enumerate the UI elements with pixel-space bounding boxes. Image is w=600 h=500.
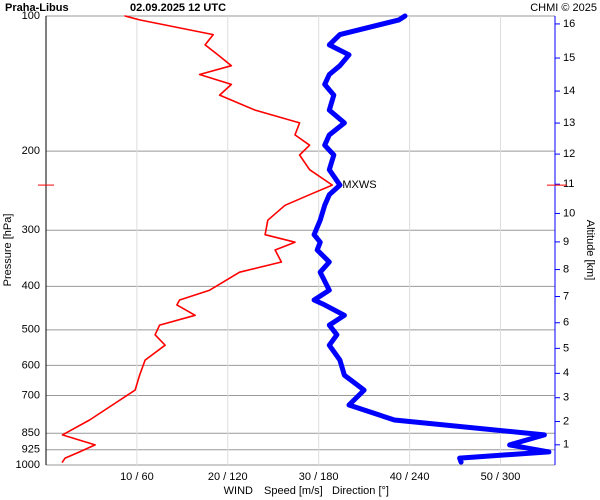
y2-tick-label: 5 bbox=[563, 342, 569, 354]
y2-tick-label: 1 bbox=[563, 439, 569, 451]
y2-tick-label: 4 bbox=[563, 367, 569, 379]
y-tick-label: 300 bbox=[22, 224, 40, 236]
series-line bbox=[61, 15, 334, 463]
chart-subtitle: 02.09.2025 12 UTC bbox=[130, 2, 226, 14]
y2-tick-label: 2 bbox=[563, 415, 569, 427]
y-tick-label: 100 bbox=[22, 10, 40, 22]
x-tick-label: 30 / 180 bbox=[299, 471, 339, 483]
y-tick-label: 850 bbox=[22, 427, 40, 439]
y2-tick-label: 13 bbox=[563, 117, 575, 129]
y-tick-label: 925 bbox=[22, 444, 40, 456]
chart-title: Praha-Libus bbox=[5, 2, 69, 14]
y2-tick-label: 8 bbox=[563, 263, 569, 275]
series-line bbox=[311, 13, 552, 465]
y2-tick-label: 16 bbox=[563, 18, 575, 30]
y2-tick-label: 3 bbox=[563, 392, 569, 404]
annotation: MXWS bbox=[342, 179, 376, 191]
y2-tick-label: 12 bbox=[563, 148, 575, 160]
x-tick-label: 40 / 240 bbox=[390, 471, 430, 483]
y2-tick-label: 11 bbox=[563, 178, 574, 190]
y2-tick-label: 15 bbox=[563, 52, 575, 64]
y2-tick-label: 7 bbox=[563, 290, 569, 302]
credit: CHMI © 2025 bbox=[530, 2, 597, 14]
y-tick-label: 700 bbox=[22, 389, 40, 401]
x-tick-label: 50 / 300 bbox=[481, 471, 521, 483]
x-tick-label: 10 / 60 bbox=[120, 471, 154, 483]
y-axis-label: Pressure [hPa] bbox=[2, 214, 14, 287]
y-tick-label: 200 bbox=[22, 145, 40, 157]
x-axis-label: WIND bbox=[224, 485, 253, 497]
legend-label: Speed [m/s] bbox=[264, 485, 323, 497]
y2-tick-label: 10 bbox=[563, 207, 575, 219]
y2-tick-label: 9 bbox=[563, 236, 569, 248]
legend-label: Direction [°] bbox=[332, 485, 389, 497]
y-tick-label: 600 bbox=[22, 359, 40, 371]
x-tick-label: 20 / 120 bbox=[208, 471, 248, 483]
y-tick-label: 400 bbox=[22, 280, 40, 292]
y2-tick-label: 14 bbox=[563, 85, 575, 97]
y-tick-label: 1000 bbox=[16, 459, 40, 471]
y-tick-label: 500 bbox=[22, 324, 40, 336]
y2-axis-label: Altitude [km] bbox=[584, 220, 596, 281]
y2-tick-label: 6 bbox=[563, 317, 569, 329]
